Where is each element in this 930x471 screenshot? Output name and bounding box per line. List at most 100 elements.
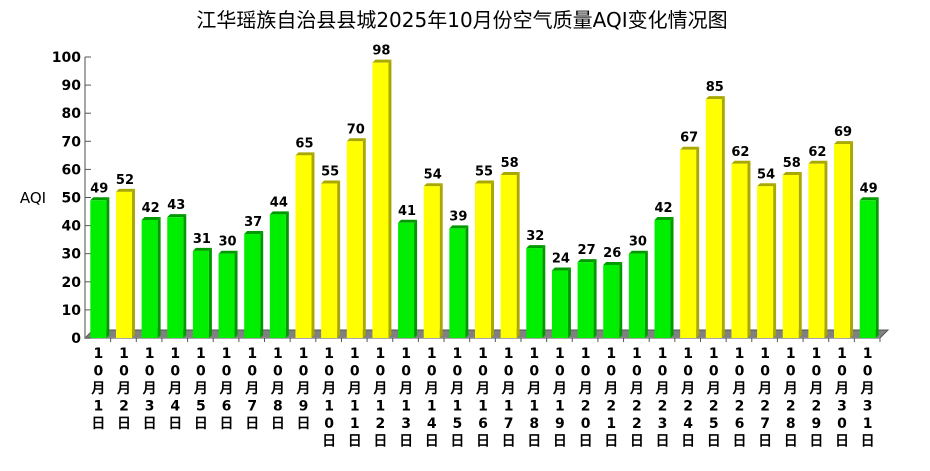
data-label: 52 bbox=[116, 173, 134, 188]
bar bbox=[654, 219, 671, 338]
bar-side bbox=[285, 211, 289, 338]
data-label: 49 bbox=[860, 181, 878, 196]
bar bbox=[680, 149, 697, 338]
bar-side bbox=[516, 172, 520, 338]
y-tick-label: 60 bbox=[62, 162, 82, 178]
bar-side bbox=[670, 216, 674, 338]
bar-side bbox=[260, 231, 264, 338]
data-label: 32 bbox=[526, 229, 544, 244]
bar-side bbox=[491, 180, 494, 338]
data-label: 49 bbox=[90, 181, 108, 196]
bar-top bbox=[526, 245, 546, 249]
bar-side bbox=[311, 152, 315, 338]
data-label: 55 bbox=[475, 164, 493, 179]
bar bbox=[782, 175, 799, 338]
bar-top bbox=[141, 216, 161, 220]
bar-top bbox=[859, 197, 879, 201]
bar-side bbox=[567, 267, 571, 338]
bar bbox=[577, 262, 594, 338]
bar-top bbox=[603, 261, 623, 265]
bar-side bbox=[542, 245, 546, 338]
bar-top bbox=[551, 267, 571, 271]
bar-side bbox=[773, 183, 777, 338]
bar-top bbox=[321, 180, 341, 184]
data-label: 98 bbox=[372, 44, 390, 59]
data-label: 27 bbox=[578, 243, 596, 258]
bar-side bbox=[388, 59, 392, 339]
bar bbox=[808, 163, 825, 338]
bar-top bbox=[449, 225, 469, 229]
y-axis-label: AQI bbox=[20, 189, 46, 207]
data-label: 39 bbox=[449, 209, 467, 224]
data-label: 85 bbox=[706, 80, 724, 95]
data-label: 30 bbox=[629, 235, 647, 250]
data-label: 58 bbox=[501, 156, 519, 171]
bar-top bbox=[115, 188, 135, 192]
bar-side bbox=[157, 216, 161, 338]
bar bbox=[269, 214, 286, 338]
bar-top bbox=[90, 197, 110, 201]
bar bbox=[218, 253, 235, 338]
bar-side bbox=[337, 180, 341, 338]
bar-side bbox=[619, 261, 623, 338]
bar-side bbox=[593, 259, 597, 338]
bar-top bbox=[731, 160, 751, 164]
y-tick-label: 0 bbox=[71, 331, 81, 347]
y-tick-label: 10 bbox=[62, 303, 82, 319]
bar-top bbox=[782, 172, 802, 176]
y-tick-label: 100 bbox=[52, 50, 81, 66]
data-label: 69 bbox=[834, 125, 852, 140]
bar-top bbox=[192, 247, 212, 251]
data-label: 54 bbox=[757, 167, 775, 182]
bar-top bbox=[680, 146, 700, 150]
data-label: 70 bbox=[347, 122, 365, 137]
bar bbox=[705, 99, 722, 339]
bar bbox=[500, 175, 517, 338]
bar bbox=[731, 163, 748, 338]
data-label: 30 bbox=[219, 235, 237, 250]
bar-side bbox=[721, 96, 725, 339]
data-label: 54 bbox=[424, 167, 442, 182]
bar-top bbox=[705, 96, 725, 100]
chart-title: 江华瑶族自治县县城2025年10月份空气质量AQI变化情况图 bbox=[196, 8, 727, 32]
bar-top bbox=[167, 214, 187, 218]
bar-side bbox=[208, 247, 212, 338]
data-label: 31 bbox=[193, 232, 211, 247]
y-tick-label: 70 bbox=[62, 134, 82, 150]
bar-top bbox=[808, 160, 828, 164]
bar-top bbox=[628, 250, 648, 254]
bar-side bbox=[798, 172, 802, 338]
bar-top bbox=[244, 231, 264, 235]
data-label: 65 bbox=[295, 136, 313, 151]
bar-top bbox=[372, 59, 392, 63]
bar-side bbox=[131, 188, 135, 338]
data-label: 24 bbox=[552, 252, 570, 267]
bar-side bbox=[414, 219, 418, 338]
data-label: 37 bbox=[244, 215, 262, 230]
bar-top bbox=[295, 152, 315, 156]
y-tick-label: 30 bbox=[62, 247, 82, 263]
bar bbox=[603, 264, 620, 338]
bar bbox=[757, 186, 774, 338]
data-label: 67 bbox=[680, 131, 698, 146]
bar bbox=[192, 250, 209, 338]
